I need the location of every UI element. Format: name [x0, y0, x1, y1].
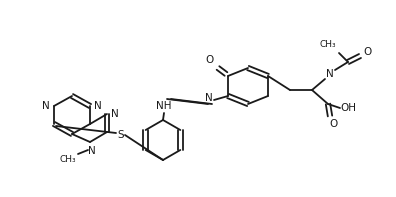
Text: O: O — [330, 119, 338, 129]
Text: CH₃: CH₃ — [320, 40, 336, 48]
Text: NH: NH — [156, 101, 172, 111]
Text: N: N — [94, 101, 102, 111]
Text: N: N — [42, 101, 50, 111]
Text: N: N — [205, 93, 213, 103]
Text: N: N — [111, 109, 119, 119]
Text: OH: OH — [340, 103, 356, 113]
Text: O: O — [206, 55, 214, 65]
Text: N: N — [88, 146, 96, 156]
Text: N: N — [326, 69, 334, 79]
Text: S: S — [118, 130, 124, 140]
Text: O: O — [363, 47, 371, 57]
Text: CH₃: CH₃ — [60, 155, 76, 164]
